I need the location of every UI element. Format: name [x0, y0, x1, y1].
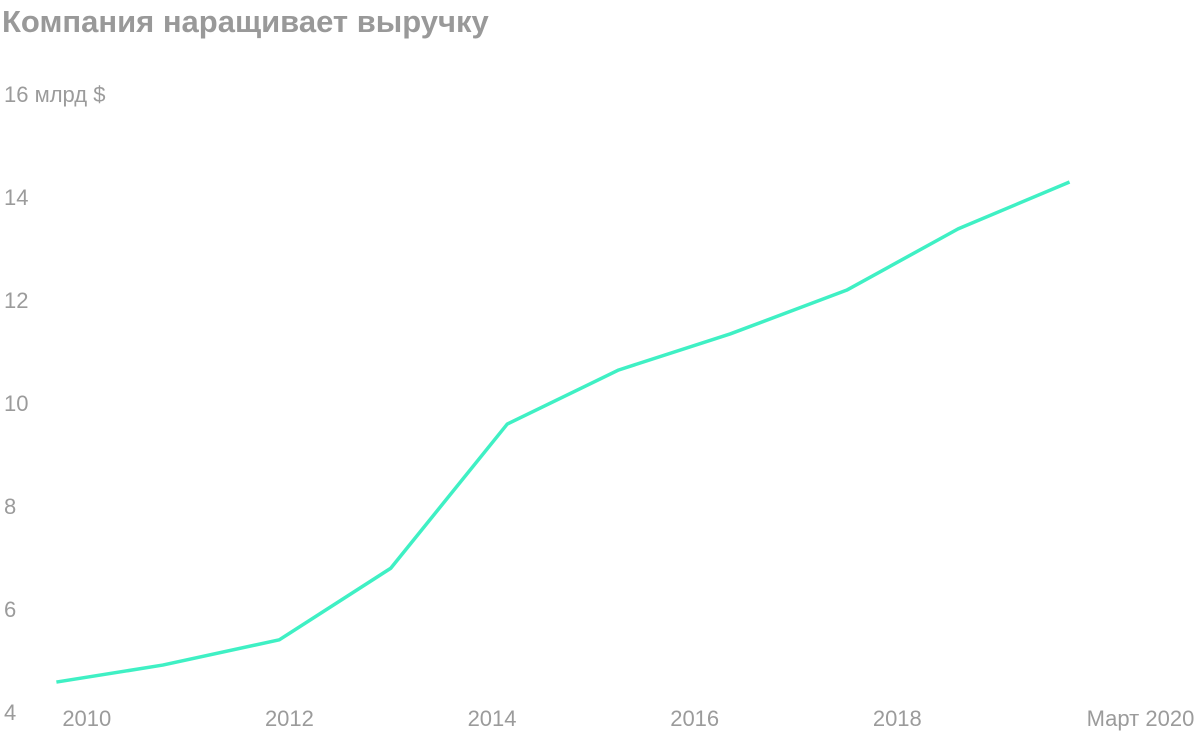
y-tick-label: 4	[4, 700, 16, 725]
x-tick-label: 2016	[670, 706, 719, 731]
y-tick-label: 14	[4, 185, 28, 210]
x-tick-label: 2018	[873, 706, 922, 731]
chart-title: Компания наращивает выручку	[2, 4, 490, 39]
y-tick-label: 8	[4, 494, 16, 519]
x-tick-label: 2014	[468, 706, 517, 731]
x-tick-label: 2012	[265, 706, 314, 731]
y-tick-label: 12	[4, 288, 28, 313]
y-tick-label: 16 млрд $	[4, 82, 105, 107]
y-tick-label: 6	[4, 597, 16, 622]
x-tick-label: 2010	[62, 706, 111, 731]
line-series	[56, 180, 1071, 684]
x-tick-label: Март 2020	[1087, 706, 1195, 731]
y-tick-label: 10	[4, 391, 28, 416]
